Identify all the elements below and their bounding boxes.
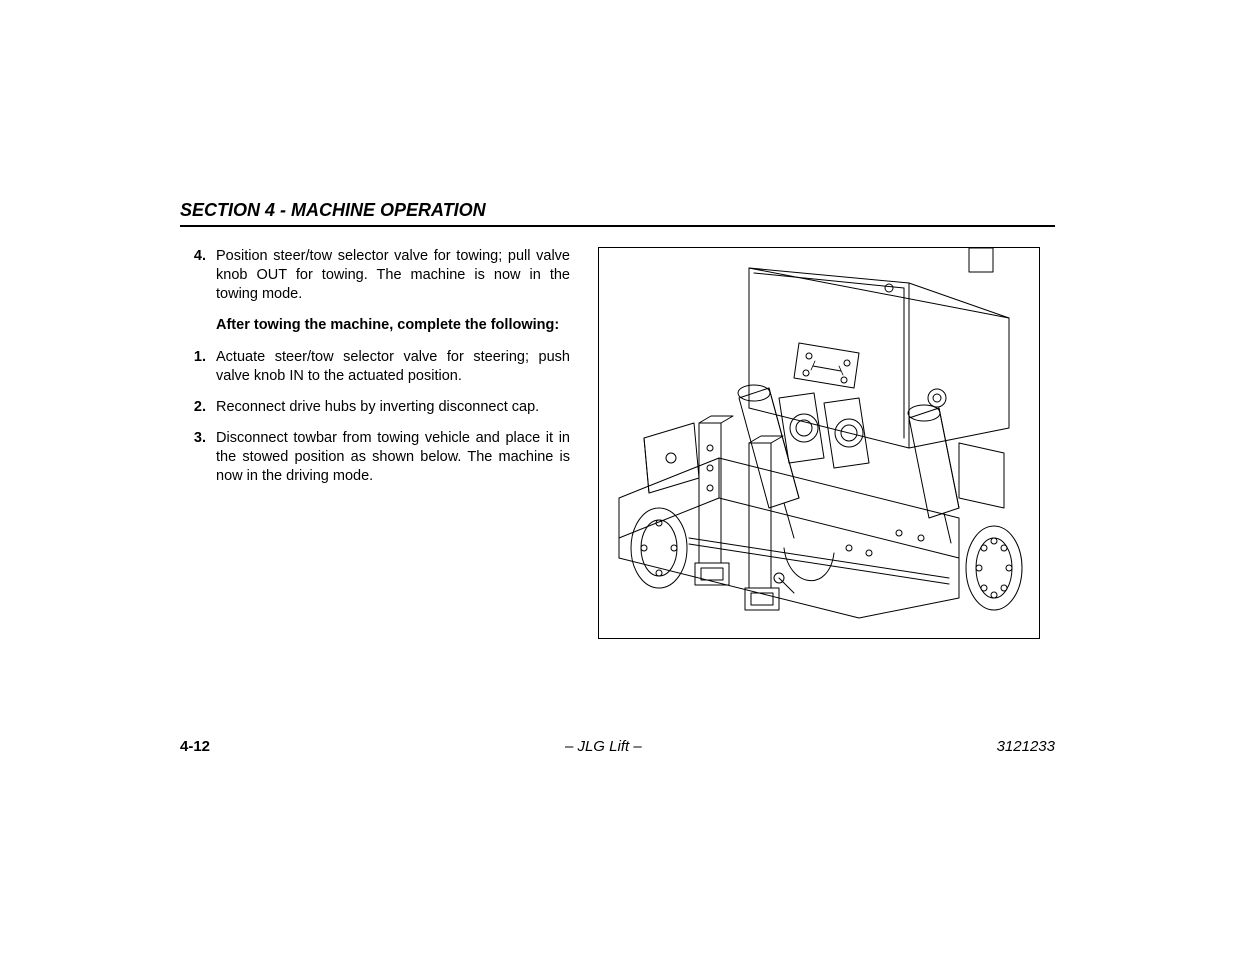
list-item: 4. Position steer/tow selector valve for… bbox=[180, 247, 570, 304]
item-number: 2. bbox=[180, 398, 216, 417]
instruction-column: 4. Position steer/tow selector valve for… bbox=[180, 247, 570, 639]
sub-heading: After towing the machine, complete the f… bbox=[216, 316, 570, 335]
mechanical-drawing-svg bbox=[599, 248, 1039, 638]
item-number: 4. bbox=[180, 247, 216, 304]
page-number: 4-12 bbox=[180, 738, 210, 755]
item-number: 3. bbox=[180, 429, 216, 486]
list-item: 2. Reconnect drive hubs by inverting dis… bbox=[180, 398, 570, 417]
item-text: Reconnect drive hubs by inverting discon… bbox=[216, 398, 570, 417]
item-text: Position steer/tow selector valve for to… bbox=[216, 247, 570, 304]
list-item: 3. Disconnect towbar from towing vehicle… bbox=[180, 429, 570, 486]
item-number: 1. bbox=[180, 348, 216, 386]
towbar-stowed-figure bbox=[598, 247, 1040, 639]
footer-center-label: – JLG Lift – bbox=[565, 738, 642, 755]
page-footer: 4-12 – JLG Lift – 3121233 bbox=[180, 738, 1055, 755]
item-text: Actuate steer/tow selector valve for ste… bbox=[216, 348, 570, 386]
item-text: Disconnect towbar from towing vehicle an… bbox=[216, 429, 570, 486]
document-number: 3121233 bbox=[997, 738, 1055, 755]
section-title: SECTION 4 - MACHINE OPERATION bbox=[180, 200, 1055, 227]
list-item: 1. Actuate steer/tow selector valve for … bbox=[180, 348, 570, 386]
